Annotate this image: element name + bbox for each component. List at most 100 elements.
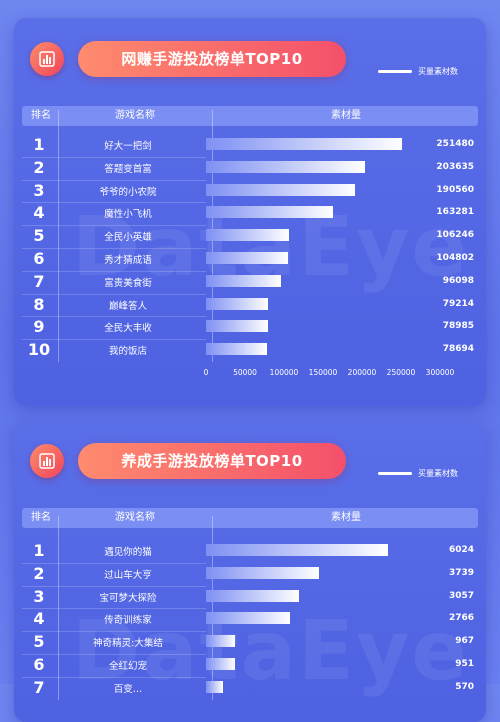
category-label: 答题变首富 (104, 163, 152, 175)
data-label: 203635 (436, 161, 474, 172)
x-tick-label: 150000 (308, 368, 338, 377)
data-label: 967 (455, 636, 474, 647)
bar (206, 635, 236, 648)
x-tick-label: 250000 (386, 368, 416, 377)
data-label: 104802 (436, 253, 474, 263)
table-divider (58, 516, 59, 700)
rank-label: 3 (33, 180, 45, 200)
row-divider (22, 202, 206, 204)
data-label: 3057 (448, 590, 474, 601)
rank-label: 7 (33, 271, 45, 291)
bar (206, 183, 355, 196)
rank-label: 1 (33, 135, 45, 154)
rank-label: 6 (33, 655, 45, 674)
row-divider (22, 156, 206, 158)
bar (206, 297, 268, 310)
legend-swatch (378, 472, 412, 475)
bar (206, 544, 389, 556)
legend: 买量素材数 (378, 468, 458, 479)
category-label: 魔性小飞机 (104, 209, 152, 221)
data-label: 3739 (448, 567, 474, 578)
row-divider (22, 654, 206, 655)
category-label: 好大一把剑 (104, 141, 152, 152)
bar (206, 206, 334, 219)
table-divider (212, 516, 213, 700)
column-header-name: 游戏名称 (115, 512, 155, 523)
rank-label: 3 (33, 586, 45, 606)
row-divider (22, 225, 206, 227)
data-label: 79214 (442, 298, 474, 309)
x-tick-label: 300000 (425, 368, 455, 377)
data-label: 2766 (448, 613, 474, 624)
chart-title: 养成手游投放榜单TOP10 (78, 443, 346, 479)
chart-title: 网赚手游投放榜单TOP10 (78, 41, 346, 77)
bar (206, 658, 235, 670)
legend: 买量素材数 (378, 66, 458, 77)
row-divider (22, 316, 206, 318)
bar (206, 680, 224, 693)
category-label: 爷爷的小农院 (99, 186, 157, 198)
bar (206, 566, 320, 579)
data-label: 96098 (442, 275, 474, 286)
rank-label: 7 (33, 677, 45, 697)
column-header-name: 游戏名称 (115, 110, 155, 121)
row-divider (22, 631, 206, 633)
legend-swatch (378, 70, 412, 73)
data-label: 78985 (442, 321, 474, 332)
category-label: 我的饭店 (108, 346, 147, 358)
column-header-rank: 排名 (31, 512, 51, 523)
category-label: 过山车大亨 (104, 569, 152, 581)
data-label: 163281 (436, 207, 474, 218)
rank-label: 2 (33, 157, 45, 177)
column-header-rank: 排名 (31, 110, 51, 121)
category-label: 秀才猜成语 (104, 255, 152, 266)
x-tick-label: 50000 (233, 368, 257, 377)
row-divider (22, 339, 206, 341)
data-label: 251480 (436, 139, 474, 149)
rank-label: 6 (33, 249, 45, 268)
column-header-value: 素材量 (331, 512, 361, 523)
column-header-value: 素材量 (331, 110, 361, 121)
category-label: 巅峰答人 (108, 300, 147, 312)
x-tick-label: 0 (203, 368, 209, 377)
category-label: 遇见你的猫 (104, 547, 152, 558)
legend-label: 买量素材数 (418, 67, 458, 76)
x-tick-label: 100000 (269, 368, 299, 377)
bar (206, 229, 289, 242)
rank-label: 5 (33, 632, 45, 652)
bar (206, 343, 268, 356)
table-divider (58, 110, 59, 362)
row-divider (22, 585, 206, 587)
data-label: 6024 (448, 545, 474, 555)
category-label: 全民小英雄 (104, 232, 152, 244)
category-label: 宝可梦大探险 (99, 592, 157, 604)
legend-label: 买量素材数 (418, 469, 458, 478)
bar-chart-icon (30, 444, 64, 478)
row-divider (22, 179, 206, 181)
row-divider (22, 248, 206, 249)
rank-label: 9 (33, 317, 45, 337)
row-divider (22, 270, 206, 272)
bar (206, 612, 290, 625)
rank-label: 1 (33, 541, 45, 560)
bar (206, 320, 268, 333)
row-divider (22, 608, 206, 610)
bar (206, 252, 288, 264)
category-label: 传奇训练家 (104, 615, 152, 627)
bar-chart-icon (30, 42, 64, 76)
rank-label: 5 (33, 226, 45, 246)
category-label: 百变… (113, 683, 143, 695)
bar (206, 274, 281, 287)
data-label: 951 (455, 659, 474, 669)
rank-label: 4 (33, 609, 45, 629)
row-divider (22, 676, 206, 678)
rank-label: 4 (33, 203, 45, 223)
category-label: 神奇精灵:大集结 (93, 638, 163, 650)
chart-card-wangzhuan: DataEye 网赚手游投放榜单TOP10 买量素材数 排名 游戏名称 素材量 … (14, 18, 486, 406)
x-tick-label: 200000 (347, 368, 377, 377)
bar (206, 138, 403, 150)
rank-label: 2 (33, 563, 45, 583)
data-label: 106246 (436, 230, 474, 241)
bar (206, 160, 365, 173)
chart-card-yangcheng: DataEye 养成手游投放榜单TOP10 买量素材数 排名 游戏名称 素材量 … (14, 422, 486, 722)
